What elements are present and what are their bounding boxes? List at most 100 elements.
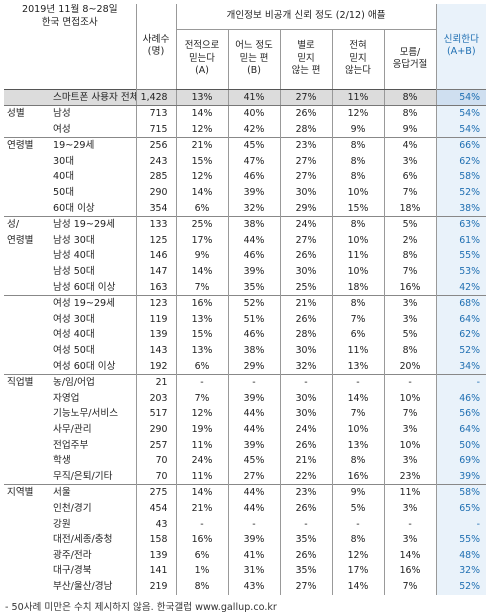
value-trust: 62%: [435, 153, 487, 170]
value-b: 41%: [227, 88, 280, 107]
table-row: 여성 19~29세 123 16% 52% 21% 8% 3% 68%: [4, 295, 487, 312]
value-a: 14%: [175, 484, 228, 501]
value-trust: 34%: [435, 358, 487, 375]
sample-size: 141: [135, 563, 176, 579]
value-c: 26%: [279, 437, 332, 454]
table-row: 직업별 농/임/어업 21- - - - - -: [4, 374, 487, 391]
sample-size: 43: [135, 516, 176, 533]
value-b: 46%: [227, 327, 280, 343]
value-a: 19%: [175, 421, 228, 438]
value-e: 9%: [383, 121, 437, 138]
group-label: [4, 501, 50, 517]
value-a: 6%: [175, 358, 228, 375]
value-b: 45%: [227, 137, 280, 154]
value-a: 16%: [175, 532, 228, 548]
group-label: [4, 295, 50, 312]
question-header: 개인정보 비공개 신뢰 정도 (2/12) 애플: [175, 4, 437, 30]
value-trust: 52%: [435, 578, 487, 595]
sample-size: 256: [135, 137, 176, 154]
group-label: [4, 154, 50, 170]
value-b: 39%: [227, 532, 280, 548]
value-c: 29%: [279, 200, 332, 217]
value-e: 7%: [383, 406, 437, 422]
value-d: 12%: [331, 547, 384, 564]
value-d: 9%: [331, 121, 384, 138]
value-b: 27%: [227, 468, 280, 485]
value-e: -: [383, 516, 437, 533]
row-label: 19~29세: [50, 137, 136, 154]
value-d: 10%: [331, 264, 384, 280]
value-b: 35%: [227, 279, 280, 296]
value-d: 8%: [331, 137, 384, 154]
value-b: 32%: [227, 200, 280, 217]
row-label: 인천/경기: [53, 502, 92, 514]
value-c: 30%: [279, 185, 332, 201]
row-label: 기능노무/서비스: [53, 408, 119, 420]
value-b: 41%: [227, 547, 280, 564]
table-row: 성/남성 19~29세 133 25% 38% 24% 8% 5% 63%: [4, 216, 487, 233]
table-row: 여성 30대 119 13% 51% 26% 7% 3% 64%: [4, 311, 487, 328]
value-c: 28%: [279, 121, 332, 138]
value-b: 47%: [227, 153, 280, 170]
row-label: 남성 60대 이상: [53, 281, 116, 293]
group-label: 연령별: [7, 234, 34, 246]
value-e: 3%: [383, 453, 437, 469]
table-row: 무직/은퇴/기타 70 11% 27% 22% 16% 23% 39%: [4, 468, 487, 485]
value-d: 8%: [331, 453, 384, 469]
value-trust: 52%: [435, 185, 487, 201]
value-d: 14%: [331, 390, 384, 407]
table-row: 남성 60대 이상 163 7% 35% 25% 18% 16% 42%: [4, 279, 487, 296]
value-a: 14%: [175, 105, 228, 122]
value-d: 7%: [331, 406, 384, 422]
table-row: 30대 243 15% 47% 27% 8% 3% 62%: [4, 153, 487, 170]
group-label: 직업별: [4, 374, 50, 391]
value-c: 26%: [279, 311, 332, 328]
total-row: 스마트폰 사용자 전체 1,428 13% 41% 27% 11% 8% 54%: [4, 88, 487, 107]
row-label: 여성 40대: [53, 329, 95, 341]
sample-size: 454: [135, 500, 176, 517]
value-c: 30%: [279, 264, 332, 280]
value-b: 43%: [227, 578, 280, 595]
value-d: 15%: [331, 200, 384, 217]
value-e: 14%: [383, 547, 437, 564]
table-row: 연령별 남성 30대 125 17% 44% 27% 10% 2% 61%: [4, 232, 487, 249]
value-trust: 65%: [435, 500, 487, 517]
value-e: 18%: [383, 200, 437, 217]
group-label: [4, 280, 50, 296]
group-label: [4, 422, 50, 438]
value-e: 8%: [383, 248, 437, 265]
value-a: 14%: [175, 264, 228, 280]
row-label: 무직/은퇴/기타: [53, 470, 113, 482]
row-label: 남성 40대: [53, 250, 95, 262]
group-label: [4, 88, 50, 107]
group-label: [4, 438, 50, 454]
value-a: 7%: [175, 390, 228, 407]
value-b: 31%: [227, 563, 280, 579]
value-a: 12%: [175, 169, 228, 186]
value-trust: 39%: [435, 468, 487, 485]
row-label: 50대: [53, 187, 75, 199]
value-trust: 52%: [435, 343, 487, 359]
value-a: -: [175, 516, 228, 533]
value-b: 38%: [227, 216, 280, 233]
value-trust: 38%: [435, 200, 487, 217]
value-trust: 61%: [435, 232, 487, 249]
value-e: 3%: [383, 295, 437, 312]
sample-size: 125: [135, 232, 176, 249]
col-a-header: 전적으로 믿는다 (A): [175, 29, 228, 90]
value-d: 7%: [331, 311, 384, 328]
col-d-header: 전혀 믿지 않는다: [331, 29, 384, 90]
value-e: 3%: [383, 532, 437, 548]
value-trust: -: [435, 374, 487, 391]
value-d: 10%: [331, 185, 384, 201]
col-b-header: 어느 정도 믿는 편 (B): [227, 29, 280, 90]
row-label: 사무/관리: [53, 423, 92, 435]
value-b: 39%: [227, 390, 280, 407]
value-e: 10%: [383, 390, 437, 407]
value-a: 16%: [175, 295, 228, 312]
table-row: 여성 50대 143 13% 38% 30% 11% 8% 52%: [4, 343, 487, 359]
col-e-header: 모름/응답거절: [383, 29, 437, 90]
table-row: 남성 50대 147 14% 39% 30% 10% 7% 53%: [4, 264, 487, 280]
group-label: [4, 359, 50, 375]
group-label: [4, 517, 50, 533]
